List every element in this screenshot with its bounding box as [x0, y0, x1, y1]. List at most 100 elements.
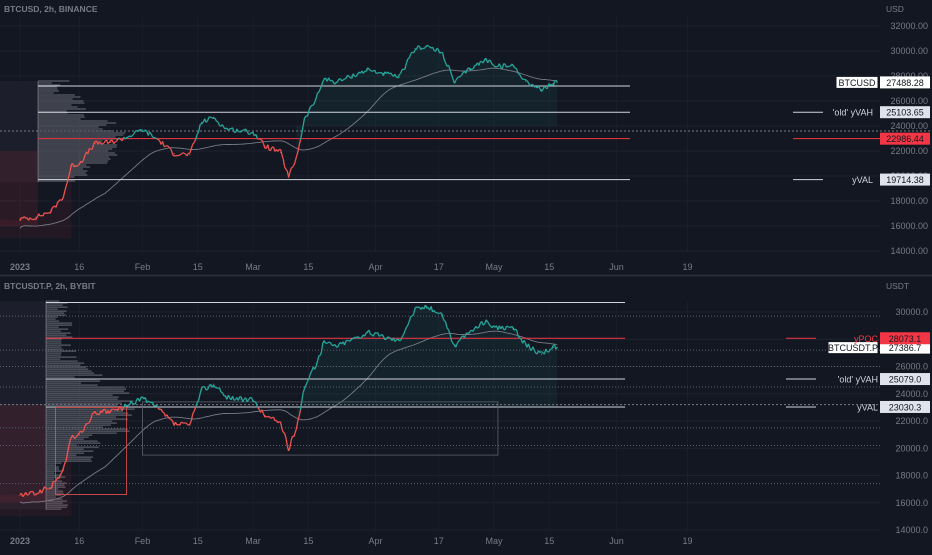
price-point — [253, 132, 254, 133]
price-point — [454, 346, 455, 347]
y-tick-label: 24000.00 — [890, 121, 928, 131]
price-segment — [181, 422, 183, 423]
price-point — [367, 332, 368, 333]
price-segment — [261, 139, 262, 140]
price-segment — [88, 423, 89, 424]
price-point — [513, 328, 514, 329]
price-segment — [78, 165, 79, 166]
price-point — [79, 434, 80, 435]
price-point — [426, 45, 427, 46]
price-point — [557, 347, 558, 348]
price-point — [126, 405, 127, 406]
price-point — [280, 152, 281, 153]
price-segment — [489, 60, 490, 61]
price-point — [316, 98, 317, 99]
price-point — [304, 386, 305, 387]
profile-red-zone — [0, 151, 38, 226]
top-currency-label: USD — [886, 4, 904, 14]
x-tick-label: 16 — [74, 536, 84, 546]
price-segment — [507, 66, 508, 67]
bottom-symbol-title: BTCUSDT.P, 2h, BYBIT — [4, 281, 96, 291]
price-segment — [180, 154, 181, 155]
x-tick-label: 2023 — [10, 262, 30, 272]
price-segment — [240, 397, 241, 398]
price-segment — [378, 73, 379, 74]
price-point — [351, 75, 352, 76]
price-point — [35, 493, 36, 494]
price-segment — [271, 418, 273, 419]
y-tick-label: 20000.0 — [895, 443, 928, 453]
price-point — [158, 139, 159, 140]
price-segment — [155, 138, 156, 139]
price-point — [426, 306, 427, 307]
price-point — [174, 153, 175, 154]
price-segment — [168, 147, 169, 148]
price-point — [142, 129, 143, 130]
price-point — [497, 65, 498, 66]
price-point — [367, 69, 368, 70]
price-segment — [44, 213, 46, 214]
price-segment — [46, 488, 47, 489]
price-point — [486, 321, 487, 322]
price-segment — [514, 67, 515, 68]
price-point — [324, 78, 325, 79]
y-tick-label: 14000.0 — [895, 525, 928, 535]
top-symbol-title: BTCUSD, 2h, BINANCE — [4, 4, 98, 14]
price-point — [470, 68, 471, 69]
price-segment — [530, 85, 531, 86]
y-tick-label: 18000.00 — [890, 196, 928, 206]
price-segment — [125, 138, 127, 139]
price-segment — [524, 79, 526, 80]
price-point — [513, 65, 514, 66]
price-segment — [415, 49, 417, 50]
price-point — [296, 427, 297, 428]
y-tick-label: 18000.0 — [895, 471, 928, 481]
price-segment — [343, 79, 344, 80]
price-segment — [457, 77, 458, 78]
price-segment — [417, 307, 419, 308]
price-segment — [102, 143, 104, 144]
price-point — [110, 411, 111, 412]
x-tick-label: Jun — [609, 262, 624, 272]
price-point — [525, 80, 526, 81]
price-point — [63, 195, 64, 196]
price-segment — [163, 412, 164, 413]
price-segment — [440, 52, 441, 53]
price-point — [335, 346, 336, 347]
price-segment — [385, 339, 387, 340]
price-segment — [291, 167, 292, 168]
profile-red-zone — [0, 405, 46, 503]
price-point — [442, 314, 443, 315]
y-tick-label: 16000.0 — [895, 498, 928, 508]
price-segment — [348, 75, 349, 76]
last-price-value: 27386.7 — [889, 343, 922, 353]
x-tick-label: Feb — [135, 536, 151, 546]
price-point — [541, 354, 542, 355]
price-point — [414, 48, 415, 49]
price-point — [324, 341, 325, 342]
price-segment — [111, 409, 112, 410]
price-point — [288, 449, 289, 450]
price-segment — [266, 417, 268, 418]
price-segment — [37, 493, 39, 494]
price-point — [35, 217, 36, 218]
price-segment — [466, 333, 467, 334]
x-tick-label: 15 — [193, 262, 203, 272]
price-point — [201, 122, 202, 123]
price-point — [201, 389, 202, 390]
level-tag-label: yVAL — [852, 175, 873, 185]
price-point — [126, 137, 127, 138]
price-segment — [332, 80, 333, 81]
price-segment — [59, 200, 61, 201]
price-segment — [148, 401, 149, 402]
x-tick-label: 17 — [434, 536, 444, 546]
price-point — [414, 309, 415, 310]
price-point — [316, 363, 317, 364]
price-segment — [508, 327, 509, 328]
price-segment — [371, 334, 372, 335]
price-point — [189, 154, 190, 155]
level-tag-label: 'old' yVAH — [838, 375, 878, 385]
price-segment — [428, 46, 429, 47]
